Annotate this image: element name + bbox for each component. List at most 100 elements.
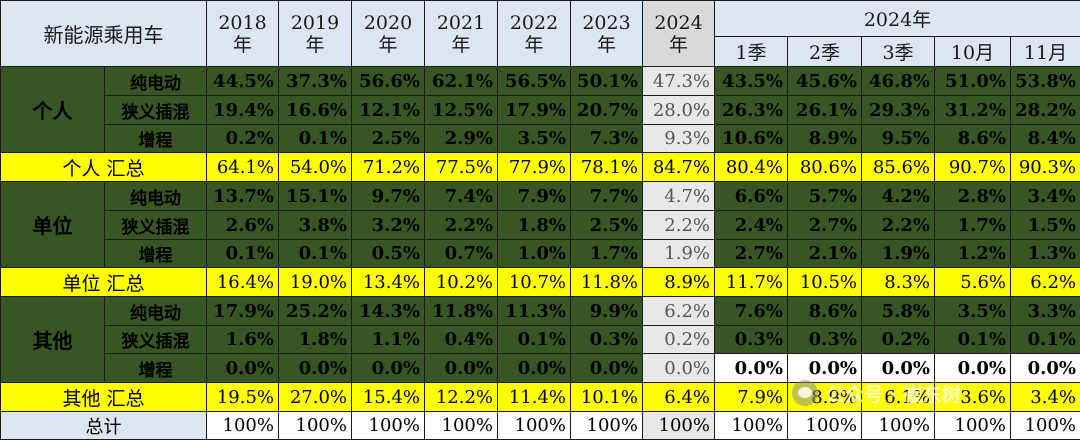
value-cell: 7.6% [715, 297, 788, 326]
value-cell: 8.9% [788, 125, 862, 153]
value-cell: 7.9% [715, 383, 788, 412]
sub-2024-nov-header: 11月 [1011, 37, 1080, 67]
value-cell: 2.5% [352, 125, 425, 153]
value-cell: 8.3% [862, 268, 935, 297]
value-cell: 2.7% [715, 240, 788, 268]
value-cell: 8.9% [788, 383, 862, 412]
value-cell: 1.9% [643, 240, 715, 268]
value-cell: 2.5% [571, 211, 643, 240]
value-cell: 100% [279, 412, 352, 440]
value-cell: 29.3% [862, 96, 935, 125]
value-cell: 2.2% [862, 211, 935, 240]
value-cell: 6.2% [1011, 268, 1080, 297]
year-header-line: 年 [524, 34, 543, 56]
table-title: 新能源乘用车 [1, 1, 207, 67]
value-cell: 16.4% [207, 268, 279, 297]
value-cell: 0.3% [715, 326, 788, 354]
value-cell: 0.2% [643, 326, 715, 354]
value-cell: 0.0% [207, 354, 279, 383]
value-cell: 11.8% [425, 297, 498, 326]
value-cell: 43.5% [715, 67, 788, 96]
value-cell: 100% [425, 412, 498, 440]
value-cell: 17.9% [498, 96, 571, 125]
value-cell: 0.0% [571, 354, 643, 383]
value-cell: 1.9% [862, 240, 935, 268]
value-cell: 15.1% [279, 182, 352, 211]
year-header-line: 2024 [654, 12, 702, 34]
value-cell: 56.5% [498, 67, 571, 96]
value-cell: 1.6% [207, 326, 279, 354]
value-cell: 0.0% [862, 354, 935, 383]
powertrain-label: 增程 [105, 354, 207, 383]
value-cell: 0.3% [788, 326, 862, 354]
value-cell: 46.8% [862, 67, 935, 96]
value-cell: 3.5% [935, 297, 1011, 326]
value-cell: 2.2% [425, 211, 498, 240]
value-cell: 0.0% [935, 354, 1011, 383]
year-header-line: 2022 [510, 12, 558, 34]
value-cell: 100% [352, 412, 425, 440]
value-cell: 100% [935, 412, 1011, 440]
year-header-line: 2020 [364, 12, 412, 34]
powertrain-label: 狭义插混 [105, 326, 207, 354]
value-cell: 6.2% [643, 297, 715, 326]
value-cell: 12.2% [425, 383, 498, 412]
value-cell: 6.1% [862, 383, 935, 412]
value-cell: 8.6% [788, 297, 862, 326]
value-cell: 0.5% [352, 240, 425, 268]
value-cell: 5.8% [862, 297, 935, 326]
value-cell: 0.7% [425, 240, 498, 268]
value-cell: 0.2% [207, 125, 279, 153]
powertrain-label: 纯电动 [105, 67, 207, 96]
value-cell: 19.5% [207, 383, 279, 412]
powertrain-label: 增程 [105, 125, 207, 153]
year-header-line: 2021 [437, 12, 485, 34]
year-header-line: 年 [305, 34, 324, 56]
value-cell: 3.6% [935, 383, 1011, 412]
value-cell: 0.0% [643, 354, 715, 383]
value-cell: 6.6% [715, 182, 788, 211]
group-2024-header: 2024年 [715, 1, 1080, 37]
value-cell: 0.1% [1011, 326, 1080, 354]
sub-2024-q2-header: 2季 [788, 37, 862, 67]
value-cell: 100% [862, 412, 935, 440]
value-cell: 4.2% [862, 182, 935, 211]
value-cell: 1.1% [352, 326, 425, 354]
value-cell: 1.0% [498, 240, 571, 268]
value-cell: 9.5% [862, 125, 935, 153]
value-cell: 0.0% [425, 354, 498, 383]
value-cell: 6.4% [643, 383, 715, 412]
value-cell: 100% [788, 412, 862, 440]
value-cell: 64.1% [207, 153, 279, 182]
value-cell: 20.7% [571, 96, 643, 125]
value-cell: 0.1% [935, 326, 1011, 354]
value-cell: 26.3% [715, 96, 788, 125]
group-label: 单位 [1, 182, 105, 268]
value-cell: 0.1% [498, 326, 571, 354]
sub-2024-oct-header: 10月 [935, 37, 1011, 67]
value-cell: 0.4% [425, 326, 498, 354]
value-cell: 10.7% [498, 268, 571, 297]
powertrain-label: 狭义插混 [105, 211, 207, 240]
value-cell: 7.9% [498, 182, 571, 211]
value-cell: 100% [1011, 412, 1080, 440]
value-cell: 8.6% [935, 125, 1011, 153]
value-cell: 28.2% [1011, 96, 1080, 125]
value-cell: 0.0% [279, 354, 352, 383]
value-cell: 10.2% [425, 268, 498, 297]
value-cell: 1.3% [1011, 240, 1080, 268]
year-header-line: 2019 [291, 12, 339, 34]
value-cell: 4.7% [643, 182, 715, 211]
